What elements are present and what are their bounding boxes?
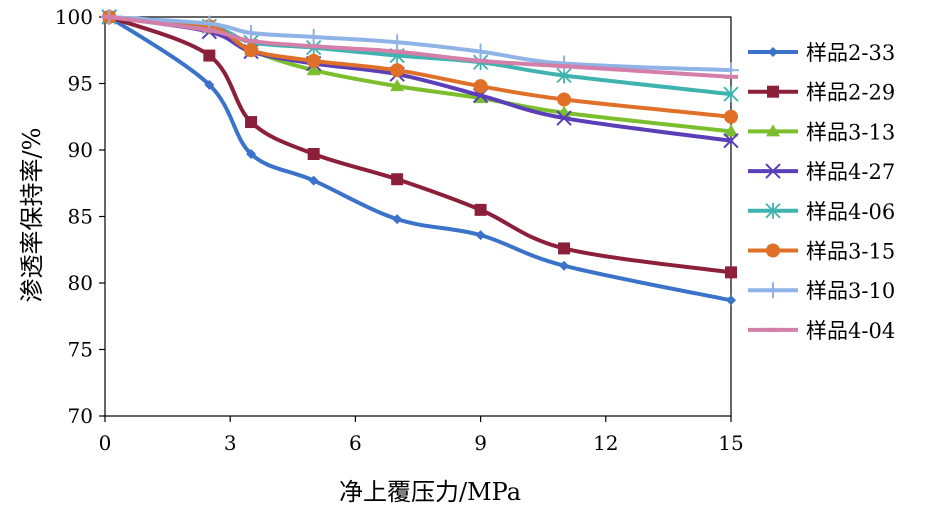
y-tick-label: 75	[68, 338, 93, 362]
series-layer	[101, 9, 739, 306]
data-point	[472, 43, 489, 60]
data-point	[204, 79, 215, 90]
data-point	[244, 38, 259, 43]
data-point	[203, 49, 216, 62]
data-point	[244, 43, 259, 58]
data-point	[723, 132, 739, 149]
legend-swatch-marker	[768, 47, 778, 57]
series-样品4-27	[101, 9, 739, 149]
data-point	[246, 148, 257, 159]
y-tick-label: 85	[68, 205, 93, 229]
data-point	[558, 242, 571, 255]
data-point	[556, 55, 573, 72]
x-tick-label: 0	[99, 431, 112, 455]
data-point	[391, 173, 404, 186]
legend: 样品2-33 样品2-29 样品3-13 样品4-27 样品4-06 样品3-15 样品3-…	[748, 41, 895, 343]
data-point	[308, 175, 319, 186]
legend-item: 样品3-15	[748, 240, 895, 264]
series-样品4-04	[102, 15, 738, 79]
data-point	[306, 44, 321, 49]
marker-stroke	[723, 132, 739, 149]
legend-item: 样品3-13	[748, 120, 895, 144]
legend-swatch-marker	[766, 243, 780, 258]
legend-swatch-marker	[765, 282, 781, 299]
legend-swatch-marker	[766, 327, 780, 332]
data-point	[556, 110, 572, 126]
data-point	[559, 260, 570, 271]
data-point	[306, 53, 321, 68]
data-point	[245, 116, 258, 129]
data-point	[390, 49, 405, 54]
data-point	[390, 63, 405, 78]
data-point	[243, 24, 260, 41]
data-point	[557, 64, 572, 69]
x-tick-label: 3	[224, 431, 237, 455]
y-tick-label: 80	[68, 271, 93, 295]
x-tick-label: 6	[349, 431, 362, 455]
data-point	[473, 79, 488, 94]
x-axis-title: 净上覆压力/MPa	[339, 478, 521, 506]
legend-item: 样品2-33	[748, 41, 895, 65]
data-point	[724, 74, 738, 79]
data-point	[306, 63, 321, 76]
legend-label: 样品2-33	[806, 41, 895, 65]
legend-swatch-marker	[767, 85, 779, 98]
data-point	[389, 34, 406, 51]
legend-item: 样品4-27	[748, 160, 895, 184]
legend-label: 样品3-15	[806, 240, 895, 264]
legend-item: 样品4-06	[748, 200, 895, 224]
legend-label: 样品4-27	[806, 160, 895, 184]
y-tick-label: 70	[68, 404, 93, 428]
data-point	[202, 28, 217, 33]
series-line	[107, 15, 733, 303]
data-point	[725, 266, 737, 279]
x-tick-label: 9	[474, 431, 487, 455]
legend-swatch-marker	[766, 124, 780, 137]
data-point	[474, 203, 487, 216]
data-point	[390, 79, 405, 92]
data-point	[726, 295, 736, 306]
x-tick-label: 12	[593, 431, 618, 455]
y-tick-label: 90	[68, 138, 93, 162]
y-axis: 70 75 80 85 90 95 100	[55, 5, 105, 428]
y-axis-title: 渗透率保持率/%	[18, 128, 46, 303]
series-样品3-10	[101, 9, 739, 79]
legend-label: 样品3-10	[806, 279, 895, 303]
series-样品2-29	[103, 11, 737, 279]
marker-stroke	[556, 110, 572, 126]
data-point	[102, 15, 117, 19]
y-tick-label: 100	[55, 5, 93, 29]
data-point	[723, 86, 739, 103]
legend-label: 样品3-13	[806, 120, 895, 144]
data-point	[473, 58, 488, 63]
legend-swatch-marker	[765, 202, 781, 219]
data-point	[392, 214, 403, 225]
legend-label: 样品4-06	[806, 200, 895, 224]
y-tick-label: 95	[68, 72, 93, 96]
legend-item: 样品2-29	[748, 81, 895, 105]
data-point	[305, 28, 322, 45]
x-axis: 0 3 6 9 12 15	[99, 416, 744, 455]
legend-label: 样品2-29	[806, 81, 895, 105]
data-point	[724, 124, 738, 137]
legend-item: 样品4-04	[748, 319, 895, 343]
data-point	[557, 92, 572, 107]
legend-label: 样品4-04	[806, 319, 895, 343]
data-point	[724, 109, 738, 124]
marker-stroke	[765, 163, 781, 179]
x-tick-label: 15	[718, 431, 743, 455]
legend-item: 样品3-10	[748, 279, 895, 303]
data-point	[475, 230, 486, 241]
legend-swatch-marker	[765, 163, 781, 179]
data-point	[307, 147, 320, 160]
